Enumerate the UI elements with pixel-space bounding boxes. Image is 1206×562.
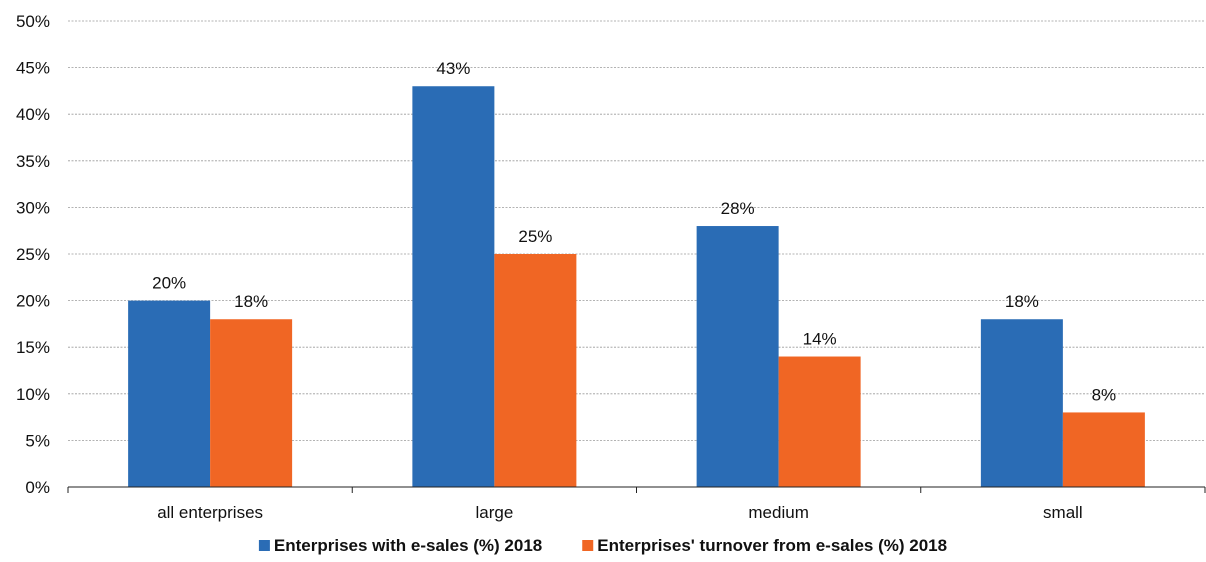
y-tick-label: 10% — [16, 385, 50, 404]
data-label: 28% — [721, 199, 755, 218]
data-label: 18% — [1005, 292, 1039, 311]
data-label: 43% — [436, 59, 470, 78]
y-tick-label: 35% — [16, 152, 50, 171]
y-tick-label: 20% — [16, 292, 50, 311]
y-tick-label: 45% — [16, 59, 50, 78]
y-tick-label: 50% — [16, 12, 50, 31]
data-label: 25% — [518, 227, 552, 246]
data-label: 20% — [152, 274, 186, 293]
y-tick-label: 40% — [16, 105, 50, 124]
legend: Enterprises with e-sales (%) 2018 Enterpr… — [258, 536, 947, 555]
y-tick-label: 25% — [16, 245, 50, 264]
category-label: small — [1043, 503, 1083, 522]
data-labels: 20% 18% 43% 25% 28% 14% 18% 8% — [152, 59, 1116, 404]
data-label: 8% — [1092, 385, 1117, 404]
legend-label: Enterprises' turnover from e-sales (%) 2… — [597, 536, 947, 555]
bar-series-1 — [494, 254, 577, 487]
category-label: large — [475, 503, 513, 522]
y-tick-label: 0% — [25, 478, 50, 497]
legend-item: Enterprises' turnover from e-sales (%) 2… — [582, 536, 947, 555]
legend-label: Enterprises with e-sales (%) 2018 — [274, 536, 542, 555]
category-label: medium — [748, 503, 808, 522]
bar-series-0 — [128, 300, 211, 487]
legend-item: Enterprises with e-sales (%) 2018 — [258, 536, 542, 555]
bars — [128, 86, 1145, 488]
bar-series-1 — [1062, 412, 1145, 487]
bar-series-0 — [696, 226, 779, 488]
bar-series-0 — [980, 319, 1063, 487]
data-label: 18% — [234, 292, 268, 311]
y-axis-ticks: 0% 5% 10% 15% 20% 25% 30% 35% 40% 45% 50% — [16, 12, 50, 497]
y-tick-label: 5% — [25, 431, 50, 450]
legend-swatch — [258, 540, 270, 551]
bar-series-0 — [412, 86, 495, 488]
bar-series-1 — [210, 319, 293, 487]
y-tick-label: 15% — [16, 338, 50, 357]
gridlines — [68, 20, 1205, 441]
bar-series-1 — [778, 356, 861, 487]
x-axis: all enterprises large medium small — [67, 486, 1206, 522]
data-label: 14% — [803, 330, 837, 349]
legend-swatch — [582, 540, 594, 551]
y-tick-label: 30% — [16, 198, 50, 217]
category-label: all enterprises — [157, 503, 263, 522]
